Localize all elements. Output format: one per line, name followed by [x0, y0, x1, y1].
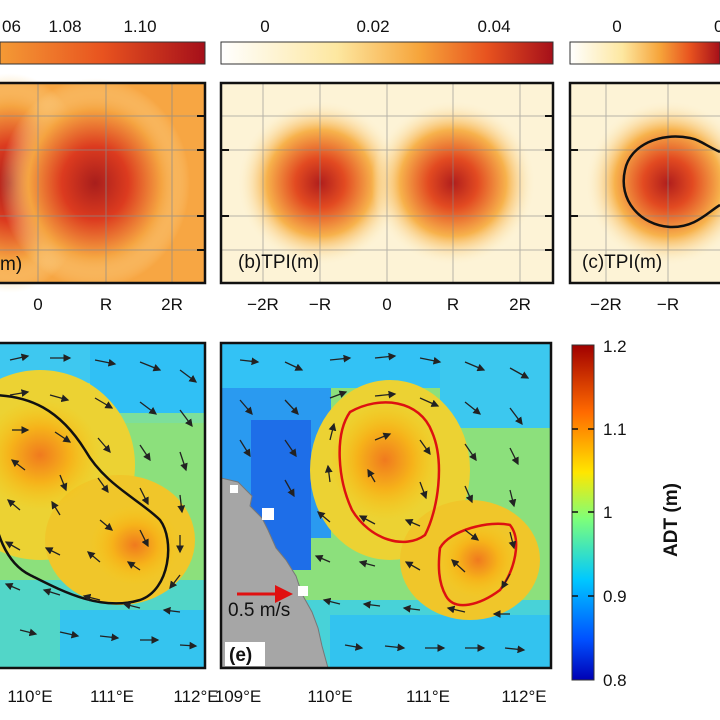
- panel-e-coast: [221, 477, 329, 668]
- panel-b-xtick: R: [447, 295, 459, 314]
- colorbar-b: 0 0.02 0.04: [220, 17, 554, 65]
- panel-b-label: (b)TPI(m): [238, 252, 319, 273]
- adt-colorbar-tick: 0.9: [603, 587, 627, 606]
- colorbar-c-tick: 0: [714, 17, 720, 36]
- panel-c-xtick: −R: [657, 295, 679, 314]
- panel-d: 110°E 111°E 112°E: [0, 341, 219, 706]
- panel-c-contour: [622, 135, 720, 229]
- adt-colorbar-tick: 1.2: [603, 337, 627, 356]
- panel-e-xtick: 109°E: [215, 687, 262, 706]
- colorbar-a: 06 1.08 1.10: [0, 17, 206, 65]
- panel-d-contour: [0, 394, 170, 605]
- panel-b-xtick: 0: [382, 295, 391, 314]
- adt-colorbar-tick: 0.8: [603, 671, 627, 690]
- adt-colorbar: 1.2 1.1 1 0.9 0.8 ADT (m): [571, 337, 682, 690]
- adt-colorbar-title: ADT (m): [661, 483, 682, 557]
- panel-c: (c)TPI(m) −2R −R: [568, 81, 720, 314]
- panel-e-contour-south: [437, 522, 518, 607]
- reference-vector: 0.5 m/s: [228, 585, 293, 621]
- panel-c-xtick: −2R: [590, 295, 622, 314]
- panel-d-xtick: 111°E: [90, 687, 134, 706]
- reference-vector-label: 0.5 m/s: [228, 600, 290, 621]
- panel-a: m) 0 R 2R: [0, 73, 207, 314]
- colorbar-a-tick: 1.08: [48, 17, 81, 36]
- colorbar-c: 0 0: [569, 17, 720, 65]
- adt-colorbar-tick: 1.1: [603, 420, 627, 439]
- panel-d-xtick: 110°E: [7, 687, 52, 706]
- panel-b-xtick: −R: [309, 295, 331, 314]
- panel-b-xtick: −2R: [247, 295, 279, 314]
- colorbar-a-tick: 1.10: [123, 17, 156, 36]
- colorbar-c-tick: 0: [612, 17, 621, 36]
- panel-d-vectors: [4, 353, 198, 650]
- panel-e: 0.5 m/s (e) 109°E 110°E 111°E 112°E: [215, 341, 553, 706]
- colorbar-a-tick: 06: [2, 17, 21, 36]
- panel-a-label: m): [0, 254, 22, 275]
- panel-e-label: (e): [229, 645, 252, 666]
- panel-a-xtick: 2R: [161, 295, 183, 314]
- adt-colorbar-tick: 1: [603, 503, 612, 522]
- colorbar-b-tick: 0: [260, 17, 269, 36]
- panel-e-contour-north: [338, 401, 441, 544]
- panel-a-xtick: R: [100, 295, 112, 314]
- panel-c-label: (c)TPI(m): [582, 252, 662, 273]
- panel-d-xtick: 112°E: [173, 687, 218, 706]
- panel-e-xtick: 112°E: [501, 687, 546, 706]
- panel-e-vectors: [239, 352, 530, 654]
- panel-b: (b)TPI(m) −2R −R 0 R 2R: [219, 81, 555, 314]
- panel-b-xtick: 2R: [509, 295, 531, 314]
- panel-b-grid: [221, 83, 553, 283]
- panel-e-xtick: 110°E: [307, 687, 352, 706]
- panel-a-grid: [0, 83, 205, 283]
- panel-c-grid: [570, 83, 720, 283]
- colorbar-b-tick: 0.02: [356, 17, 389, 36]
- colorbar-b-tick: 0.04: [477, 17, 510, 36]
- panel-e-xtick: 111°E: [406, 687, 450, 706]
- panel-a-xtick: 0: [33, 295, 42, 314]
